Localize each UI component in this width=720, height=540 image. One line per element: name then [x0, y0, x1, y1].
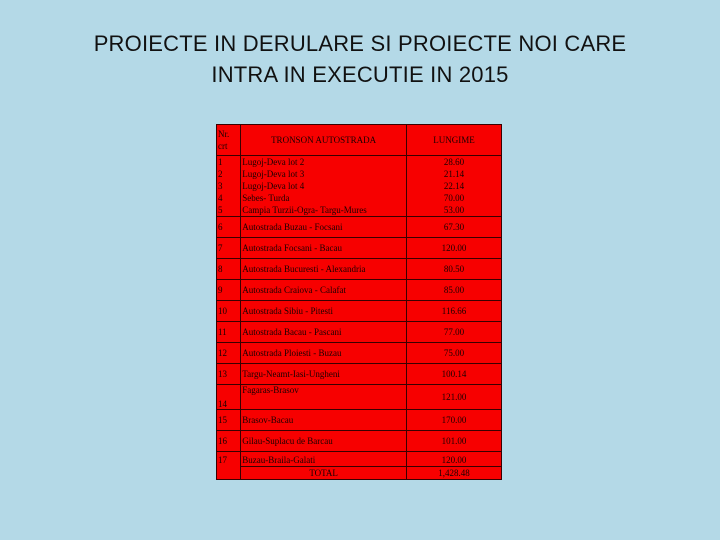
row-length: 101.00: [405, 430, 503, 452]
row-nr: 16: [215, 430, 242, 452]
group-nr: 5: [218, 205, 223, 215]
table-row: 10 Autostrada Sibiu - Pitesti 116.66: [215, 300, 503, 322]
group-nr: 4: [218, 193, 223, 203]
group-length: 70.00: [443, 193, 465, 203]
group-tronson-cell: Lugoj-Deva lot 2 Lugoj-Deva lot 3 Lugoj-…: [240, 155, 407, 217]
row-tronson: Targu-Neamt-Iasi-Ungheni: [240, 363, 407, 385]
row-length: 170.00: [405, 409, 503, 431]
title-line-1: PROIECTE IN DERULARE SI PROIECTE NOI CAR…: [93, 31, 627, 56]
group-tronson: Lugoj-Deva lot 4: [242, 181, 305, 191]
highway-projects-table: Nr. crt TRONSON AUTOSTRADA LUNGIME 1 2 3…: [215, 124, 503, 480]
total-row: TOTAL 1,428.48: [217, 466, 503, 480]
row-tronson: Brasov-Bacau: [240, 409, 407, 431]
row-tronson: Autostrada Sibiu - Pitesti: [240, 300, 407, 322]
row-length: 80.50: [405, 258, 503, 280]
row-nr: 15: [215, 409, 242, 431]
row-length: 120.00: [405, 237, 503, 259]
page-title: PROIECTE IN DERULARE SI PROIECTE NOI CAR…: [0, 28, 720, 90]
row-length: 121.00: [405, 384, 503, 410]
group-length: 28.60: [443, 157, 465, 167]
group-length: 53.00: [443, 205, 465, 215]
header-nr-crt: Nr. crt: [215, 124, 242, 156]
table-row-last: 17 Buzau-Braila-Galati 120.00: [215, 451, 503, 480]
header-nr-line2: crt: [218, 141, 228, 151]
group-nr-cell: 1 2 3 4 5: [215, 155, 242, 217]
row-nr: 13: [215, 363, 242, 385]
row-nr: 9: [215, 279, 242, 301]
group-length-cell: 28.60 21.14 22.14 70.00 53.00: [405, 155, 503, 217]
table-row: 11 Autostrada Bacau - Pascani 77.00: [215, 321, 503, 343]
table-row: 13 Targu-Neamt-Iasi-Ungheni 100.14: [215, 363, 503, 385]
group-nr: 2: [218, 169, 223, 179]
group-tronson: Lugoj-Deva lot 2: [242, 157, 305, 167]
table-row: 16 Gilau-Suplacu de Barcau 101.00: [215, 430, 503, 452]
row-tronson: Autostrada Ploiesti - Buzau: [240, 342, 407, 364]
row-length: 116.66: [405, 300, 503, 322]
row-tronson: Gilau-Suplacu de Barcau: [240, 430, 407, 452]
table-row: 15 Brasov-Bacau 170.00: [215, 409, 503, 431]
row-tronson: Autostrada Buzau - Focsani: [240, 216, 407, 238]
title-line-2: INTRA IN EXECUTIE IN 2015: [211, 62, 509, 87]
row-nr: 12: [215, 342, 242, 364]
row-tronson: Buzau-Braila-Galati: [240, 451, 407, 467]
total-label: TOTAL: [240, 466, 407, 480]
group-nr: 1: [218, 157, 223, 167]
table-header-row: Nr. crt TRONSON AUTOSTRADA LUNGIME: [215, 124, 503, 156]
row-tronson: Autostrada Bacau - Pascani: [240, 321, 407, 343]
header-tronson: TRONSON AUTOSTRADA: [240, 124, 407, 156]
row-nr: 17: [215, 451, 242, 480]
table-row: 8 Autostrada Bucuresti - Alexandria 80.50: [215, 258, 503, 280]
row-length: 67.30: [405, 216, 503, 238]
table-row: 12 Autostrada Ploiesti - Buzau 75.00: [215, 342, 503, 364]
row-nr: 7: [215, 237, 242, 259]
header-lungime: LUNGIME: [405, 124, 503, 156]
table-row: 14 Fagaras-Brasov 121.00: [215, 384, 503, 410]
total-value: 1,428.48: [405, 466, 503, 480]
row-length: 120.00: [405, 451, 503, 467]
row-length: 85.00: [405, 279, 503, 301]
table-row: 9 Autostrada Craiova - Calafat 85.00: [215, 279, 503, 301]
table-row: 6 Autostrada Buzau - Focsani 67.30: [215, 216, 503, 238]
group-nr: 3: [218, 181, 223, 191]
table-row-group: 1 2 3 4 5 Lugoj-Deva lot 2 Lugoj-Deva lo…: [215, 155, 503, 217]
table-row: 7 Autostrada Focsani - Bacau 120.00: [215, 237, 503, 259]
group-length: 21.14: [443, 169, 465, 179]
row-length: 100.14: [405, 363, 503, 385]
row-nr: 6: [215, 216, 242, 238]
row-tronson: Autostrada Focsani - Bacau: [240, 237, 407, 259]
row-nr: 11: [215, 321, 242, 343]
row-tronson: Autostrada Bucuresti - Alexandria: [240, 258, 407, 280]
row-tronson: Fagaras-Brasov: [240, 384, 407, 410]
group-tronson: Campia Turzii-Ogra- Targu-Mures: [242, 205, 367, 215]
row-tronson: Autostrada Craiova - Calafat: [240, 279, 407, 301]
row-length: 77.00: [405, 321, 503, 343]
group-length: 22.14: [443, 181, 465, 191]
group-tronson: Sebes- Turda: [242, 193, 290, 203]
header-nr-line1: Nr.: [218, 129, 230, 139]
row-nr: 14: [215, 384, 242, 410]
row-length: 75.00: [405, 342, 503, 364]
row-nr: 8: [215, 258, 242, 280]
group-tronson: Lugoj-Deva lot 3: [242, 169, 305, 179]
row-nr: 10: [215, 300, 242, 322]
